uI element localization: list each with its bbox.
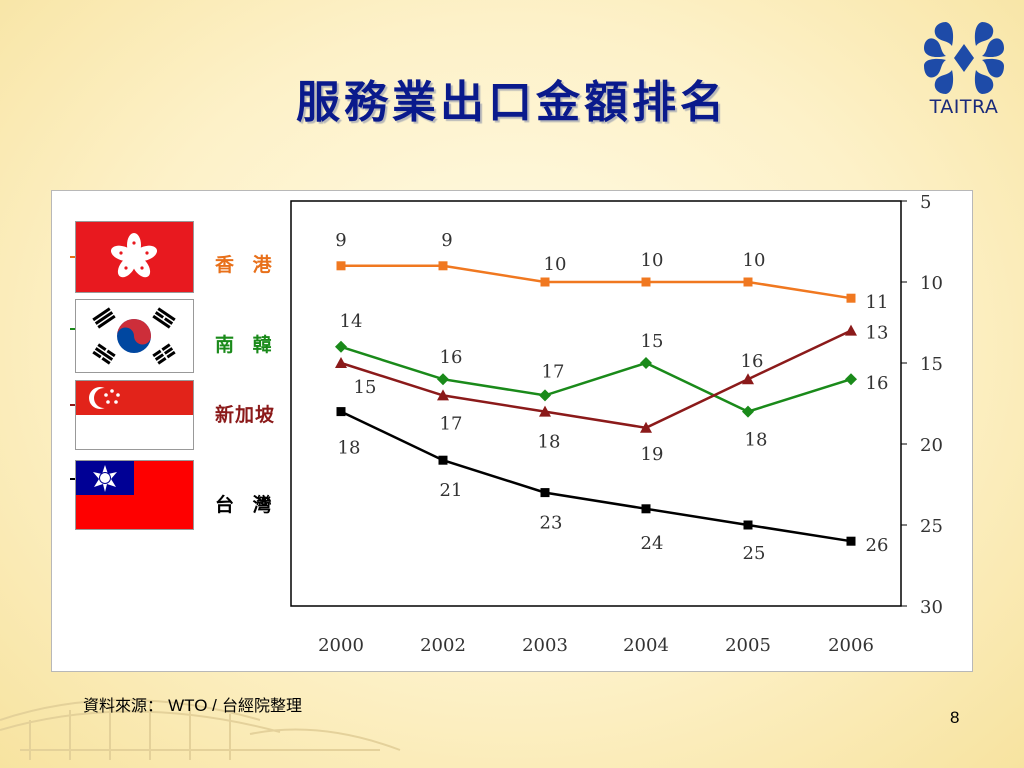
data-point bbox=[640, 357, 652, 369]
data-point bbox=[743, 520, 753, 530]
data-point bbox=[437, 389, 449, 401]
series-line bbox=[341, 264, 852, 300]
data-label: 10 bbox=[743, 250, 766, 271]
data-label: 9 bbox=[335, 230, 346, 251]
logo-text: TAITRA bbox=[929, 96, 999, 118]
data-label: 10 bbox=[641, 250, 664, 271]
data-label: 17 bbox=[542, 361, 565, 382]
data-point bbox=[540, 277, 550, 287]
data-point bbox=[539, 405, 551, 417]
y-tick-label: 20 bbox=[920, 435, 943, 456]
y-tick-label: 10 bbox=[920, 273, 943, 294]
y-tick-label: 25 bbox=[920, 516, 943, 537]
data-label: 16 bbox=[866, 373, 889, 394]
data-point bbox=[335, 357, 347, 368]
y-tick-label: 5 bbox=[920, 192, 931, 213]
x-tick-label: 2006 bbox=[828, 635, 874, 656]
south-korea-flag-icon bbox=[75, 299, 194, 373]
series-line bbox=[340, 345, 852, 413]
hong-kong-flag-icon bbox=[75, 221, 194, 293]
data-label: 18 bbox=[338, 438, 361, 459]
x-tick-label: 2005 bbox=[725, 635, 771, 656]
data-label: 26 bbox=[866, 535, 889, 556]
data-label: 18 bbox=[745, 430, 768, 451]
taitra-logo: TAITRA bbox=[918, 18, 1010, 124]
taitra-logo-icon bbox=[924, 22, 1004, 94]
source-wto: WTO / bbox=[168, 696, 217, 715]
source-org: 台經院整理 bbox=[222, 696, 303, 715]
legend-label-singapore: 新加坡 bbox=[215, 404, 276, 426]
series-line bbox=[340, 410, 852, 543]
data-label: 24 bbox=[641, 533, 664, 554]
plot-frame bbox=[290, 200, 902, 607]
data-point bbox=[540, 488, 550, 498]
data-point bbox=[438, 455, 448, 465]
data-label: 15 bbox=[641, 331, 664, 352]
page-number: 8 bbox=[950, 708, 960, 727]
taiwan-flag-icon bbox=[75, 460, 194, 530]
x-tick-label: 2003 bbox=[522, 635, 568, 656]
data-point bbox=[845, 373, 857, 386]
data-label: 19 bbox=[641, 444, 664, 465]
singapore-flag-icon bbox=[75, 380, 194, 450]
data-point bbox=[336, 261, 346, 271]
source-label: 資料來源： bbox=[83, 696, 164, 715]
x-tick-label: 2002 bbox=[420, 635, 466, 656]
y-tick-label: 30 bbox=[920, 597, 943, 618]
chart-panel bbox=[51, 190, 973, 672]
legend-dash bbox=[70, 404, 75, 406]
data-point bbox=[845, 324, 857, 336]
data-label: 9 bbox=[441, 230, 452, 251]
y-tick-label: 15 bbox=[920, 354, 943, 375]
data-point bbox=[641, 277, 651, 287]
data-label: 10 bbox=[544, 254, 567, 275]
data-point bbox=[539, 389, 551, 402]
data-point bbox=[742, 373, 754, 385]
data-label: 17 bbox=[440, 413, 463, 434]
series-line bbox=[340, 329, 852, 430]
data-label: 14 bbox=[340, 311, 363, 332]
data-label: 23 bbox=[540, 513, 563, 534]
legend-dash bbox=[70, 256, 75, 258]
legend-dash bbox=[70, 478, 75, 480]
data-label: 13 bbox=[866, 323, 889, 344]
legend-label-taiwan: 台 灣 bbox=[215, 494, 278, 516]
data-label: 11 bbox=[866, 292, 889, 313]
data-point bbox=[743, 277, 753, 287]
data-point bbox=[335, 340, 347, 353]
page-title: 服務業出口金額排名 bbox=[296, 77, 728, 128]
data-label: 16 bbox=[741, 351, 764, 372]
data-point bbox=[742, 405, 754, 418]
data-label: 18 bbox=[538, 432, 561, 453]
data-point bbox=[438, 261, 448, 271]
source-note: 資料來源： WTO / 台經院整理 bbox=[83, 692, 302, 716]
legend-dash bbox=[70, 328, 75, 330]
legend-label-hong-kong: 香 港 bbox=[215, 254, 278, 276]
data-point bbox=[336, 407, 346, 417]
data-point bbox=[846, 536, 856, 546]
x-tick-label: 2004 bbox=[623, 635, 669, 656]
data-label: 21 bbox=[440, 480, 463, 501]
data-point bbox=[640, 421, 652, 433]
data-point bbox=[437, 373, 449, 386]
data-point bbox=[846, 293, 856, 303]
data-label: 16 bbox=[440, 347, 463, 368]
data-point bbox=[641, 504, 651, 514]
data-label: 15 bbox=[354, 377, 377, 398]
stadium-decoration-icon bbox=[0, 699, 401, 760]
data-label: 25 bbox=[743, 543, 766, 564]
x-tick-label: 2000 bbox=[318, 635, 364, 656]
legend-label-south-korea: 南 韓 bbox=[215, 334, 278, 356]
